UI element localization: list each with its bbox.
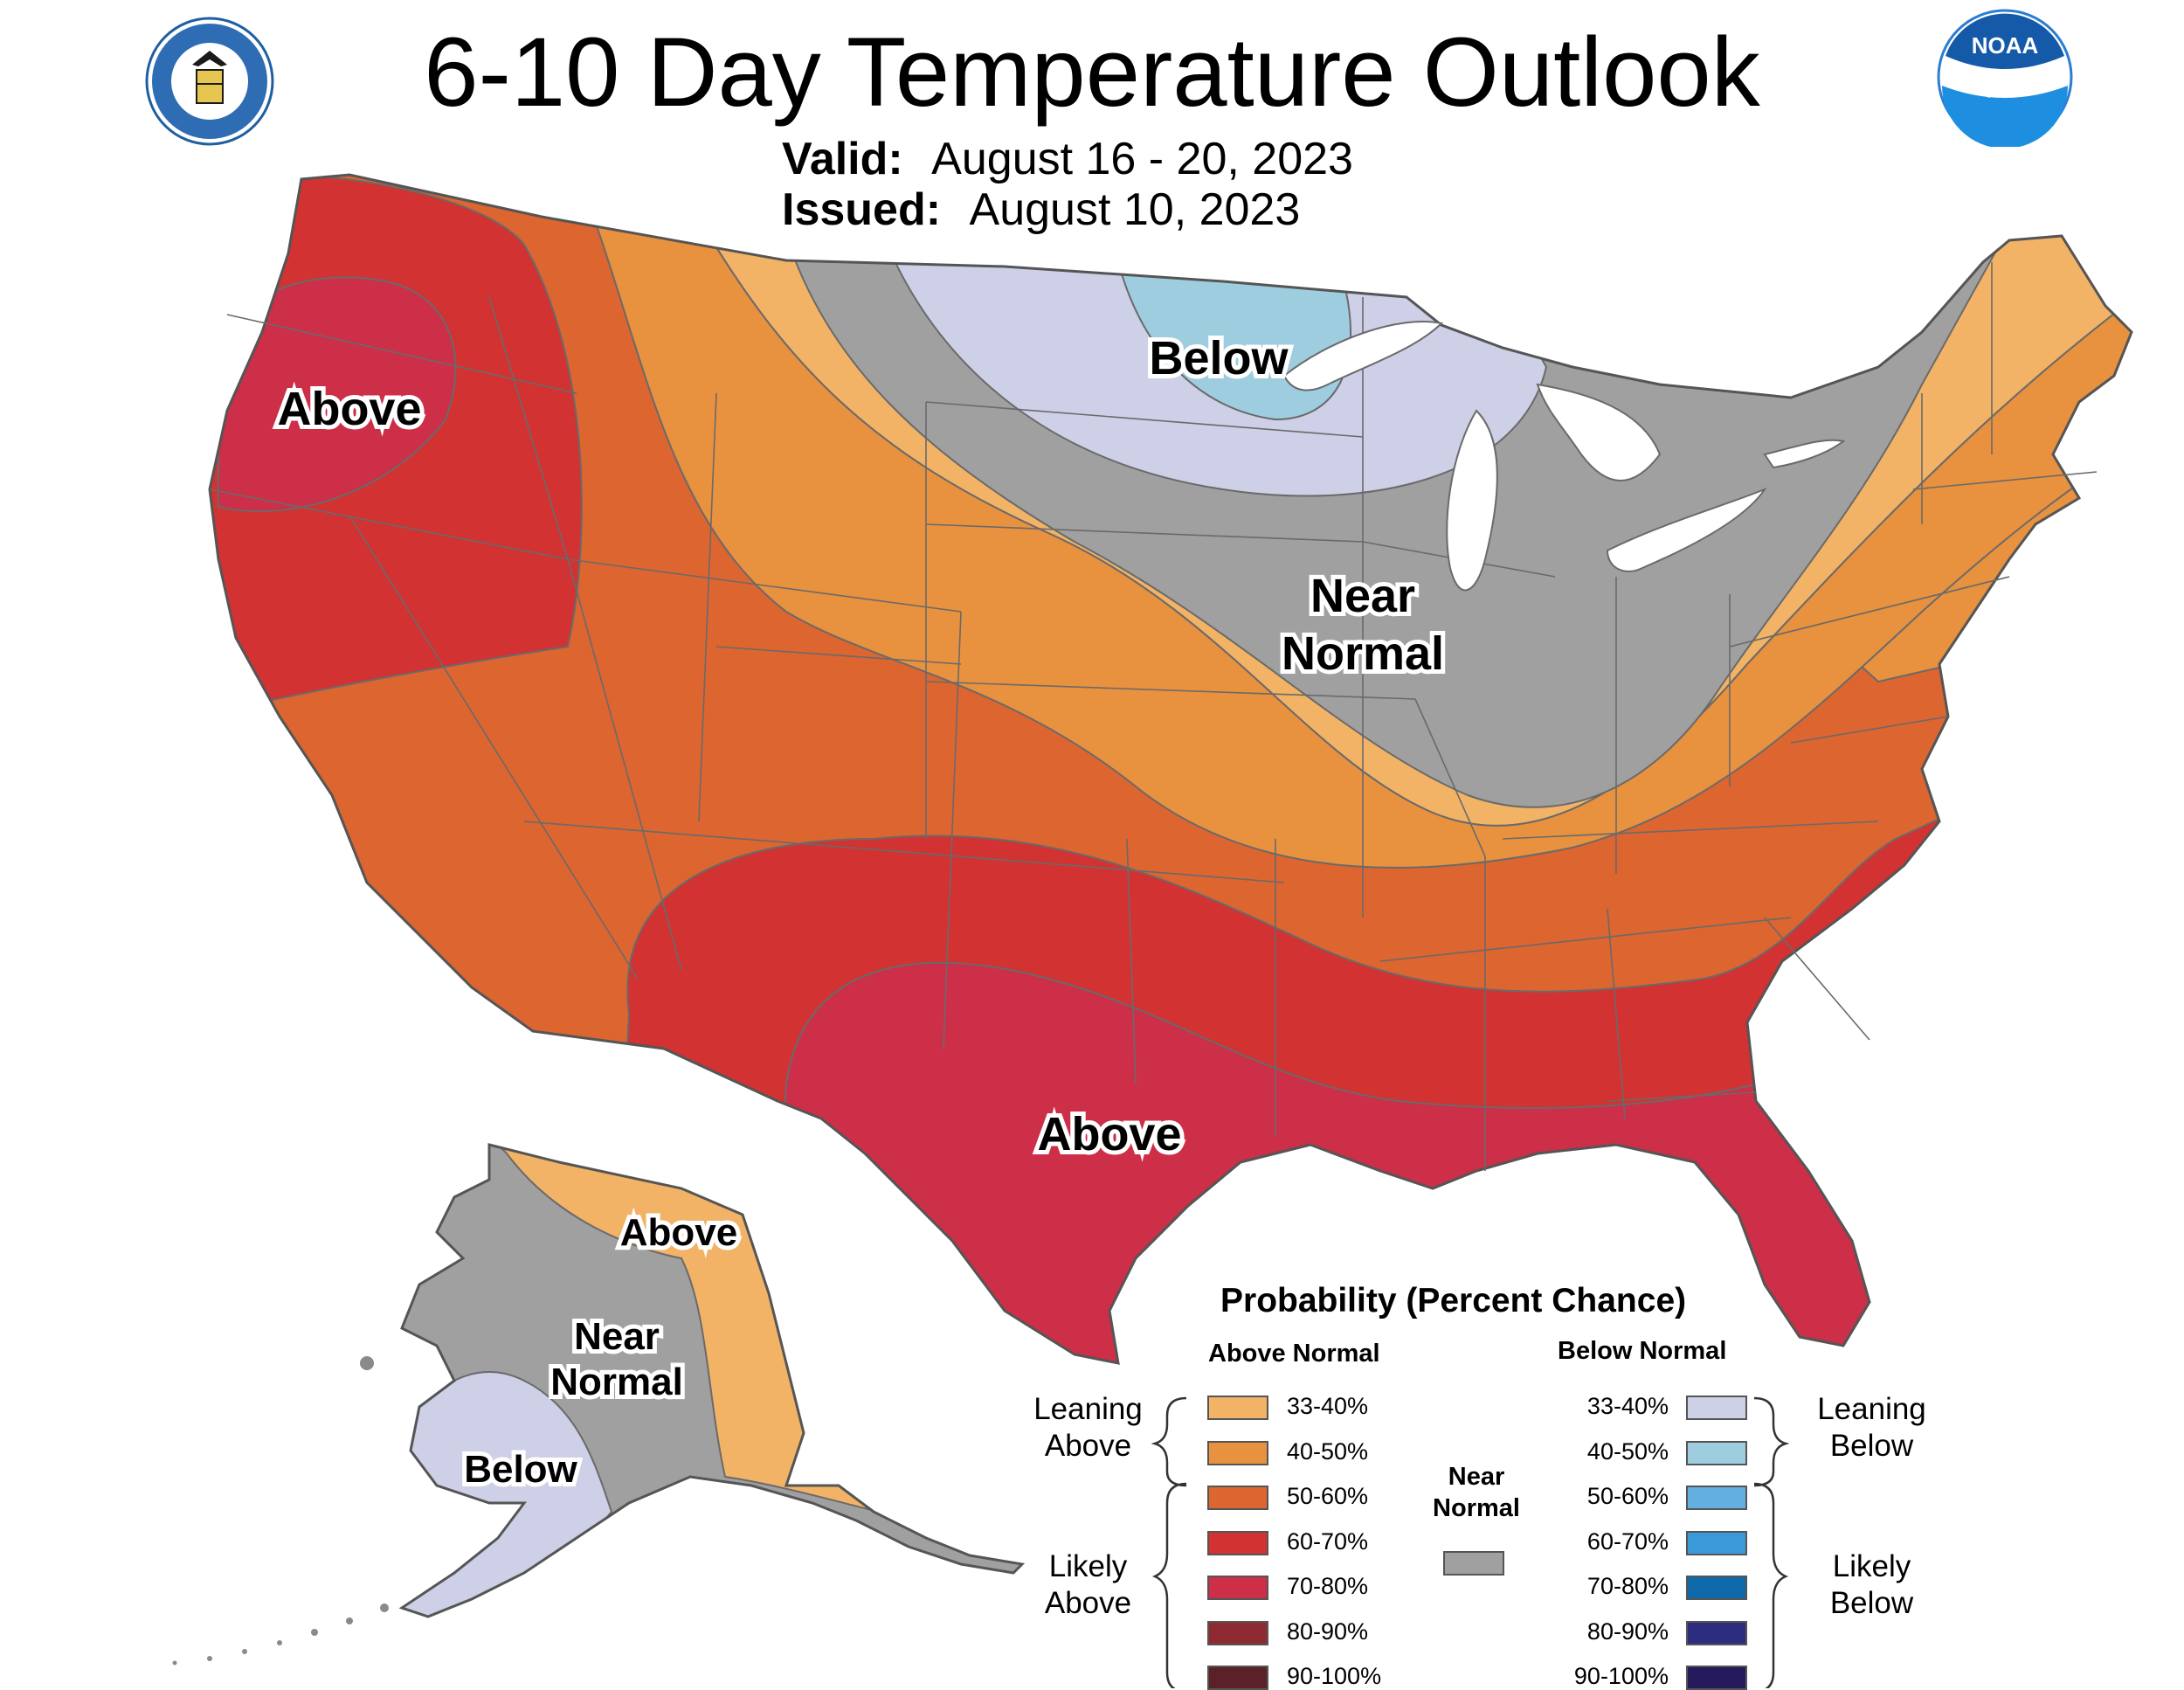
legend-near-normal-label: Near Normal (1433, 1463, 1520, 1522)
below-range-label: 60-70% (1586, 1527, 1669, 1555)
legend-likely-above: Likely Above (1044, 1549, 1132, 1620)
below-range-label: 50-60% (1586, 1483, 1669, 1509)
above-range-label: 50-60% (1287, 1483, 1369, 1509)
label-midwest-near: Near (1310, 570, 1415, 622)
state-boundaries (209, 262, 2098, 1171)
valid-value: August 16 - 20, 2023 (931, 134, 1353, 184)
above-swatch (1207, 1440, 1268, 1465)
above-range-label: 40-50% (1287, 1437, 1369, 1465)
issued-label: Issued: (782, 184, 942, 235)
label-alaska-normal: Normal (550, 1361, 683, 1403)
below-swatch (1686, 1576, 1747, 1600)
below-swatch (1686, 1440, 1747, 1465)
below-swatch (1686, 1486, 1747, 1510)
above-swatch (1207, 1620, 1268, 1645)
below-range-label: 70-80% (1586, 1573, 1669, 1599)
valid-label: Valid: (782, 134, 903, 184)
legend-title: Probability (Percent Chance) (1220, 1282, 1687, 1319)
label-pnw-above: Above (277, 383, 421, 435)
above-swatch (1207, 1530, 1268, 1555)
aleutian-islands (172, 1356, 389, 1666)
above-range-label: 70-80% (1287, 1573, 1369, 1599)
issued-value: August 10, 2023 (969, 184, 1301, 235)
legend-below-heading: Below Normal (1558, 1337, 1727, 1365)
below-range-label: 40-50% (1586, 1437, 1669, 1465)
above-swatch (1207, 1666, 1268, 1690)
above-swatch (1207, 1396, 1268, 1420)
below-range-label: 80-90% (1586, 1617, 1669, 1645)
label-alaska-near: Near (574, 1315, 660, 1358)
legend-above-heading: Above Normal (1208, 1340, 1380, 1368)
label-great-lakes-below: Below (1149, 332, 1289, 384)
label-midwest-normal: Normal (1282, 627, 1444, 680)
legend-likely-below: Likely Below (1829, 1549, 1914, 1620)
label-alaska-above: Above (620, 1211, 737, 1254)
label-south-above: Above (1037, 1108, 1181, 1160)
above-range-label: 80-90% (1287, 1617, 1369, 1645)
legend-leaning-above: Leaning Above (1033, 1392, 1143, 1463)
great-lakes (1282, 321, 1846, 592)
above-swatch (1207, 1486, 1268, 1510)
commerce-seal-logo (145, 17, 274, 146)
conus-outline (208, 173, 2133, 1365)
below-swatch (1686, 1620, 1747, 1645)
above-range-label: 33-40% (1287, 1393, 1369, 1419)
issued-line: Issued: August 10, 2023 (782, 184, 1300, 236)
below-swatch (1686, 1396, 1747, 1420)
page-title: 6-10 Day Temperature Outlook (424, 17, 1760, 127)
above-range-label: 60-70% (1287, 1527, 1369, 1555)
below-range-label: 33-40% (1586, 1393, 1669, 1419)
legend-leaning-below: Leaning Below (1817, 1392, 1926, 1463)
above-range-label: 90-100% (1287, 1663, 1382, 1689)
above-swatch (1207, 1576, 1268, 1600)
northwest-above-70-80-zone (218, 276, 457, 513)
below-swatch (1686, 1530, 1747, 1555)
noaa-logo: NOAA (1937, 9, 2073, 147)
svg-text:NOAA: NOAA (1972, 32, 2039, 59)
below-swatch (1686, 1666, 1747, 1690)
legend-near-normal-swatch (1443, 1551, 1504, 1576)
label-alaska-below: Below (464, 1448, 577, 1491)
below-range-label: 90-100% (1573, 1663, 1669, 1689)
alaska-outline (398, 1143, 1026, 1618)
valid-line: Valid: August 16 - 20, 2023 (782, 133, 1353, 185)
